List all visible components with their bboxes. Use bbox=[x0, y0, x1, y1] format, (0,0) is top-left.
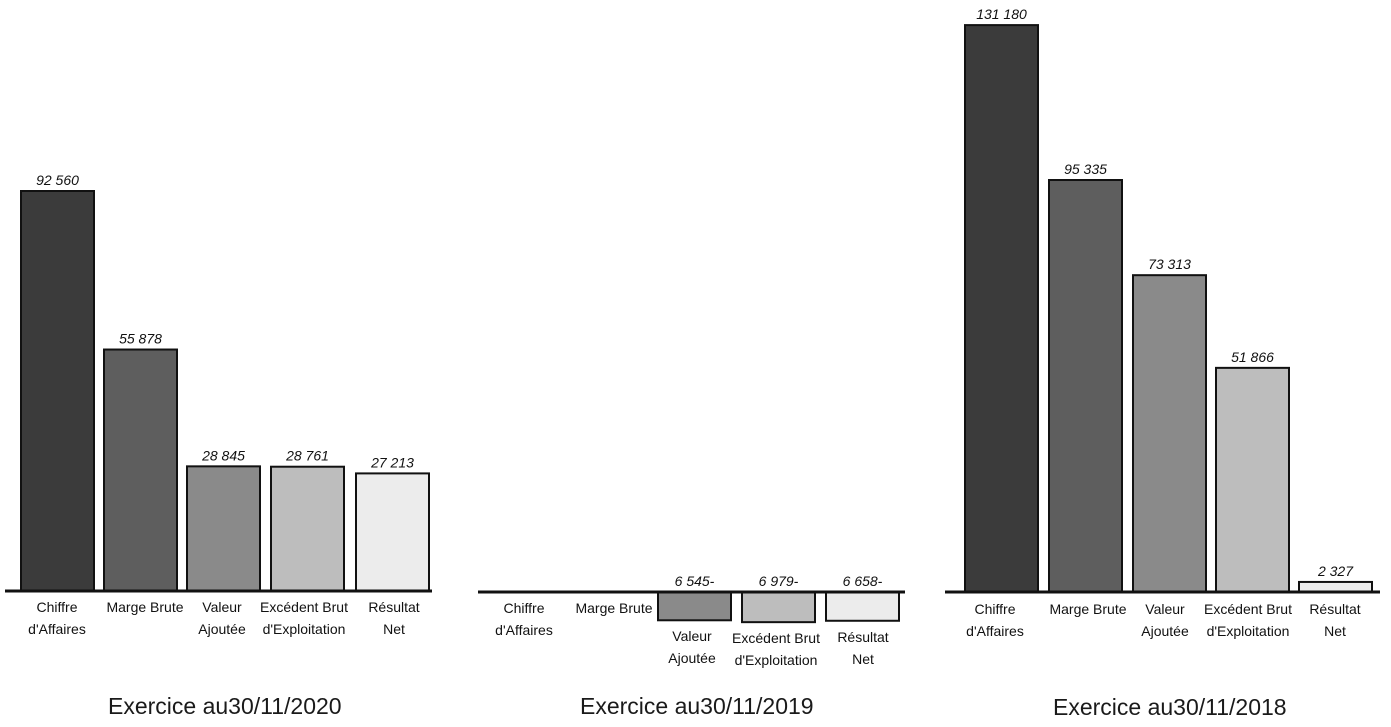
bar-valeur-ajoutee bbox=[1132, 274, 1207, 593]
category-label-excedent-brut-d-exploitation: Excédent Brut d'Exploitation bbox=[260, 599, 348, 637]
category-label-excedent-brut-d-exploitation: Excédent Brut d'Exploitation bbox=[732, 630, 820, 668]
bar-excedent-brut-d-exploitation bbox=[1215, 366, 1290, 593]
bar-marge-brute bbox=[1048, 179, 1123, 593]
data-label-excedent-brut-d-exploitation: 28 761 bbox=[285, 448, 329, 464]
data-label-chiffre-d-affaires: 131 180 bbox=[976, 6, 1027, 22]
data-label-chiffre-d-affaires: 92 560 bbox=[36, 172, 79, 188]
category-label-marge-brute: Marge Brute bbox=[575, 600, 652, 616]
bar-resultat-net bbox=[1298, 580, 1373, 594]
chart-panel-2: Chiffre d'Affaires Marge Brute 6 545- Valeur… bbox=[478, 573, 905, 668]
bar-excedent-brut-d-exploitation bbox=[741, 591, 816, 624]
data-label-valeur-ajoutee: 6 545- bbox=[675, 573, 715, 589]
bar-resultat-net bbox=[355, 472, 430, 592]
bar-marge-brute bbox=[103, 348, 178, 592]
data-label-excedent-brut-d-exploitation: 6 979- bbox=[759, 573, 799, 589]
data-label-valeur-ajoutee: 28 845 bbox=[201, 447, 245, 463]
category-label-valeur-ajoutee: Valeur Ajoutée bbox=[668, 628, 716, 666]
category-label-excedent-brut-d-exploitation: Excédent Brut d'Exploitation bbox=[1204, 601, 1292, 639]
data-label-resultat-net: 6 658- bbox=[843, 573, 883, 589]
category-label-chiffre-d-affaires: Chiffre d'Affaires bbox=[28, 599, 86, 637]
category-label-chiffre-d-affaires: Chiffre d'Affaires bbox=[966, 601, 1024, 639]
category-label-valeur-ajoutee: Valeur Ajoutée bbox=[1141, 601, 1189, 639]
category-label-resultat-net: Résultat Net bbox=[1309, 601, 1360, 639]
data-label-excedent-brut-d-exploitation: 51 866 bbox=[1231, 349, 1274, 365]
data-label-resultat-net: 2 327 bbox=[1317, 563, 1354, 579]
category-label-chiffre-d-affaires: Chiffre d'Affaires bbox=[495, 600, 553, 638]
bar-valeur-ajoutee bbox=[657, 591, 732, 622]
chart-title-2020: Exercice au30/11/2020 bbox=[108, 693, 342, 719]
category-label-marge-brute: Marge Brute bbox=[1049, 601, 1126, 617]
category-label-resultat-net: Résultat Net bbox=[368, 599, 419, 637]
chart-title-2019: Exercice au30/11/2019 bbox=[580, 693, 814, 719]
chart-panel-3: 131 180 Chiffre d'Affaires 95 335 Marge Brut… bbox=[945, 6, 1380, 639]
category-label-marge-brute: Marge Brute bbox=[106, 599, 183, 615]
bar-excedent-brut-d-exploitation bbox=[270, 465, 345, 593]
data-label-marge-brute: 95 335 bbox=[1064, 161, 1107, 177]
data-label-valeur-ajoutee: 73 313 bbox=[1148, 256, 1191, 272]
chart-title-2018: Exercice au30/11/2018 bbox=[1053, 694, 1287, 720]
data-label-resultat-net: 27 213 bbox=[370, 454, 414, 470]
bar-resultat-net bbox=[825, 591, 900, 622]
bar-valeur-ajoutee bbox=[186, 465, 261, 593]
chart-panel-1: 92 560 Chiffre d'Affaires 55 878 Marge Brute… bbox=[5, 172, 432, 637]
category-label-valeur-ajoutee: Valeur Ajoutée bbox=[198, 599, 246, 637]
data-label-marge-brute: 55 878 bbox=[119, 331, 162, 347]
bar-chiffre-d-affaires bbox=[20, 190, 95, 592]
bar-chiffre-d-affaires bbox=[964, 24, 1039, 594]
category-label-resultat-net: Résultat Net bbox=[837, 629, 888, 667]
